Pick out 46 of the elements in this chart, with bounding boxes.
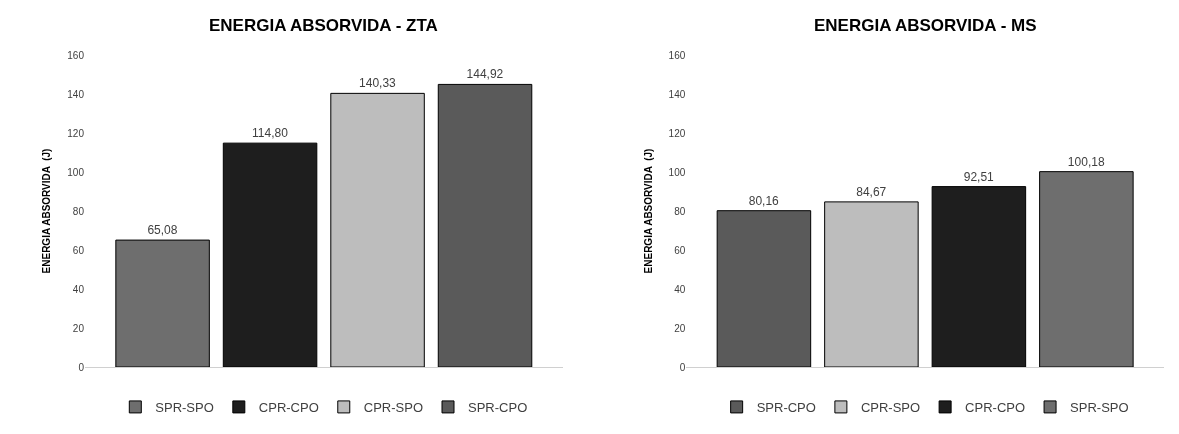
bar xyxy=(716,210,812,367)
legend-label: CPR-SPO xyxy=(860,399,921,415)
data-label: 84,67 xyxy=(856,184,887,199)
legend-label: SPR-CPO xyxy=(756,399,816,415)
y-tick-label: 0 xyxy=(78,361,85,373)
bar xyxy=(824,201,919,367)
data-label: 65,08 xyxy=(147,223,178,238)
legend-label: CPR-SPO xyxy=(363,399,424,415)
bar xyxy=(222,142,318,367)
y-tick-label: 160 xyxy=(668,49,686,61)
legend-label: CPR-CPO xyxy=(258,399,319,415)
legend-label: SPR-CPO xyxy=(468,399,528,415)
bar xyxy=(115,239,210,367)
y-tick-label: 60 xyxy=(72,244,85,256)
y-tick-label: 40 xyxy=(674,283,686,295)
chart-title: ENERGIA ABSORVIDA - ZTA xyxy=(209,16,438,35)
y-tick-label: 80 xyxy=(674,205,686,217)
data-label: 144,92 xyxy=(466,67,504,82)
data-label: 100,18 xyxy=(1067,154,1105,169)
legend-label: SPR-SPO xyxy=(1070,399,1129,415)
bar xyxy=(330,92,425,367)
bar xyxy=(437,83,533,367)
y-axis-title: ENERGIA ABSORVIDA (J) xyxy=(642,148,654,274)
y-tick-label: 120 xyxy=(668,127,686,139)
y-tick-label: 160 xyxy=(67,49,85,61)
y-tick-label: 140 xyxy=(67,88,85,100)
y-tick-label: 140 xyxy=(668,88,686,100)
y-tick-label: 20 xyxy=(674,322,686,334)
y-tick-label: 100 xyxy=(668,166,686,178)
y-tick-label: 120 xyxy=(67,127,85,139)
legend-label: SPR-SPO xyxy=(155,399,214,415)
bar xyxy=(1039,171,1134,367)
y-axis-title: ENERGIA ABSORVIDA (J) xyxy=(41,148,53,274)
y-tick-label: 40 xyxy=(72,283,85,295)
bar xyxy=(931,186,1027,367)
y-tick-label: 20 xyxy=(72,322,85,334)
data-label: 80,16 xyxy=(748,193,780,208)
data-label: 114,80 xyxy=(252,126,289,141)
y-tick-label: 60 xyxy=(674,244,686,256)
legend-label: CPR-CPO xyxy=(965,399,1026,415)
y-tick-label: 100 xyxy=(67,166,85,178)
y-tick-label: 0 xyxy=(679,361,686,373)
y-tick-label: 80 xyxy=(72,205,85,217)
data-label: 92,51 xyxy=(963,169,995,184)
chart-title: ENERGIA ABSORVIDA - MS xyxy=(814,16,1037,35)
data-label: 140,33 xyxy=(359,76,397,91)
